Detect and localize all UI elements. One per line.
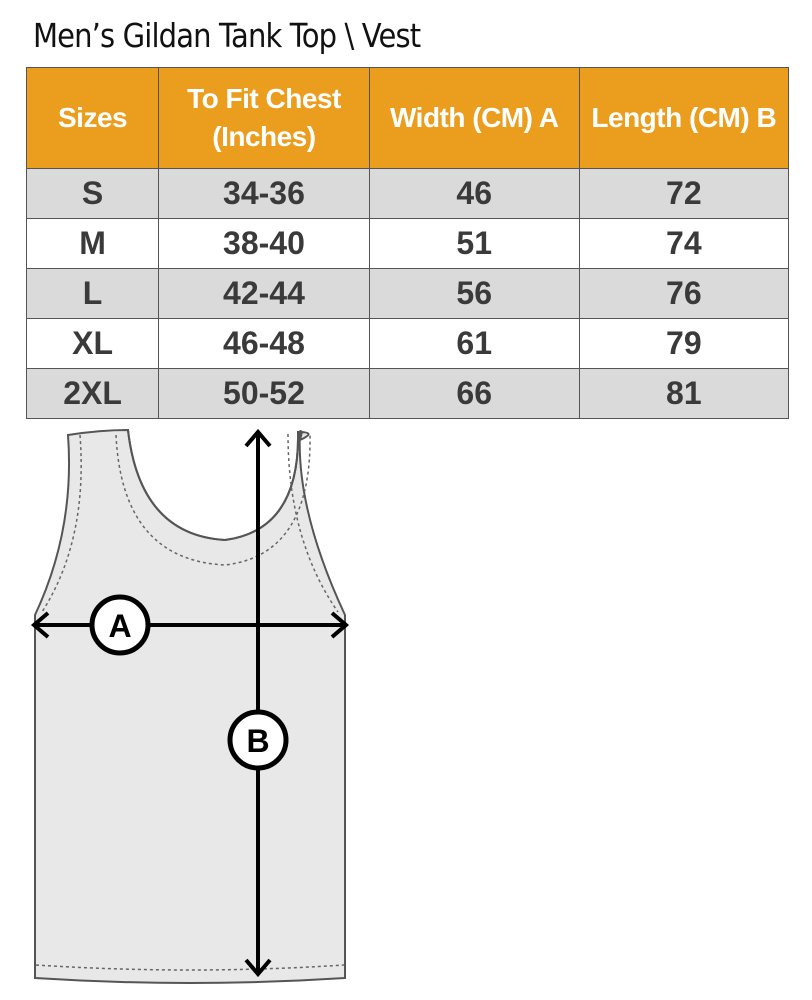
header-length: Length (CM) B <box>578 67 790 169</box>
cell-width: 66 <box>368 368 580 419</box>
cell-length: 76 <box>578 268 790 319</box>
arrowhead-left <box>30 611 50 639</box>
label-a-circle <box>89 594 151 656</box>
table-row: M 38-40 51 74 <box>25 218 790 269</box>
label-b: B <box>246 723 269 759</box>
label-a: A <box>108 608 131 644</box>
cell-size: S <box>25 168 160 219</box>
header-chest: To Fit Chest (Inches) <box>158 67 370 169</box>
neckline <box>127 429 300 542</box>
arrowhead-right <box>330 611 350 639</box>
header-sizes: Sizes <box>25 67 160 169</box>
header-width: Width (CM) A <box>368 67 580 169</box>
cell-chest: 38-40 <box>158 218 370 269</box>
cell-length: 79 <box>578 318 790 369</box>
cell-chest: 46-48 <box>158 318 370 369</box>
cell-width: 61 <box>368 318 580 369</box>
arrowhead-bottom <box>244 958 272 978</box>
cell-chest: 34-36 <box>158 168 370 219</box>
cell-size: L <box>25 268 160 319</box>
armhole-stitch-right <box>287 433 339 613</box>
header-row: Sizes To Fit Chest (Inches) Width (CM) A… <box>25 67 790 169</box>
page-title: Men’s Gildan Tank Top \ Vest <box>33 16 421 55</box>
label-b-circle <box>227 709 289 771</box>
cell-width: 56 <box>368 268 580 319</box>
size-table: Sizes To Fit Chest (Inches) Width (CM) A… <box>25 67 790 419</box>
cell-length: 74 <box>578 218 790 269</box>
cell-size: XL <box>25 318 160 369</box>
cell-length: 72 <box>578 168 790 219</box>
table-row: S 34-36 46 72 <box>25 168 790 219</box>
armhole-stitch-left <box>41 434 82 613</box>
cell-chest: 50-52 <box>158 368 370 419</box>
table-row: L 42-44 56 76 <box>25 268 790 319</box>
tank-top-diagram: A B <box>30 428 350 984</box>
cell-width: 51 <box>368 218 580 269</box>
tank-top-outline <box>34 428 346 984</box>
table-row: XL 46-48 61 79 <box>25 318 790 369</box>
cell-width: 46 <box>368 168 580 219</box>
cell-chest: 42-44 <box>158 268 370 319</box>
cell-size: M <box>25 218 160 269</box>
table-row: 2XL 50-52 66 81 <box>25 368 790 419</box>
cell-length: 81 <box>578 368 790 419</box>
arrowhead-top <box>244 428 272 448</box>
cell-size: 2XL <box>25 368 160 419</box>
